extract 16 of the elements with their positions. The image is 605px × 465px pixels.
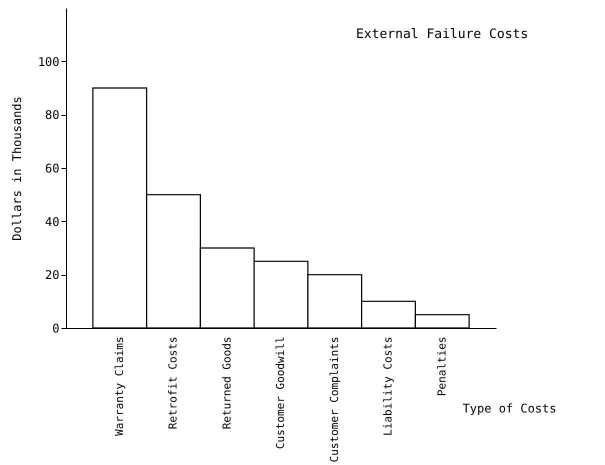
x-tick-label: Penalties [435,336,448,396]
y-tick-label: 0 [52,322,60,336]
y-axis-title: Dollars in Thousands [10,96,24,241]
y-tick-label: 40 [45,214,60,229]
y-tick-label: 60 [45,162,60,176]
x-tick-label: Retrofit Costs [166,336,180,430]
x-tick-label: Customer Goodwill [274,336,287,450]
annotation: External Failure Costs [356,27,528,42]
x-tick-label: Liability Costs [382,336,394,436]
y-tick-label: 20 [45,268,60,282]
x-tick-label: Warranty Claims [112,336,126,436]
x-axis-title: Type of Costs [462,402,556,416]
y-tick-label: 80 [45,108,60,122]
x-tick-label: Returned Goods [220,336,234,430]
x-tick-label: Customer Complaints [328,336,341,462]
y-tick-label: 100 [38,54,60,69]
